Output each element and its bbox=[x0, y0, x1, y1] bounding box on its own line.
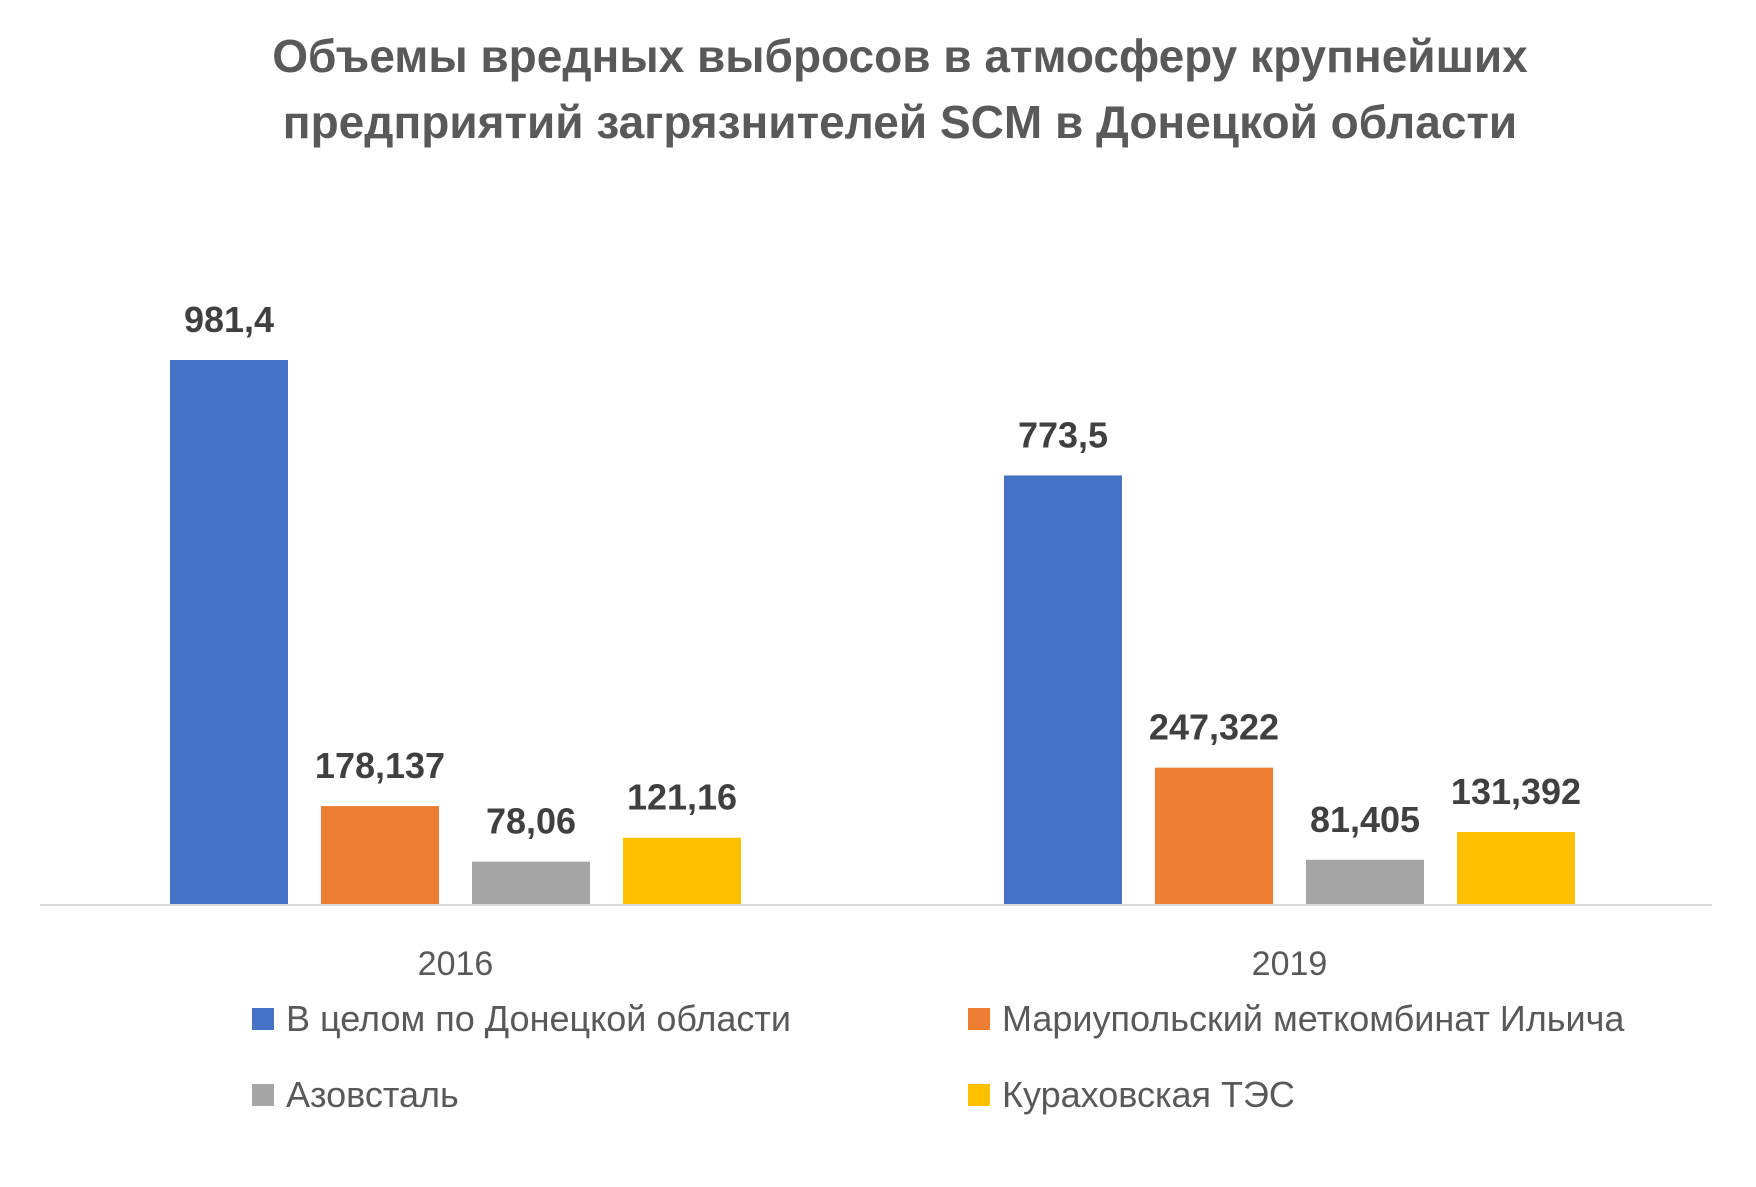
legend-label-3: Кураховская ТЭС bbox=[1002, 1074, 1295, 1115]
legend-swatch-3 bbox=[968, 1084, 990, 1106]
bars bbox=[170, 360, 1575, 905]
bar-2019-series-3 bbox=[1457, 832, 1575, 905]
bar-2019-series-0 bbox=[1004, 475, 1122, 905]
legend-swatch-0 bbox=[252, 1008, 274, 1030]
legend-swatch-2 bbox=[252, 1084, 274, 1106]
bar-2019-series-1 bbox=[1155, 767, 1273, 905]
category-label-2019: 2019 bbox=[1252, 945, 1328, 983]
data-label-2016-series-0: 981,4 bbox=[184, 299, 274, 340]
chart-title-line-2: предприятий загрязнителей SCM в Донецкой… bbox=[283, 96, 1517, 148]
bar-2016-series-2 bbox=[472, 861, 590, 905]
bar-2016-series-1 bbox=[321, 806, 439, 905]
data-label-2019-series-2: 81,405 bbox=[1310, 799, 1420, 840]
legend-label-1: Мариупольский меткомбинат Ильича bbox=[1002, 998, 1625, 1039]
chart-title: Объемы вредных выбросов в атмосферу круп… bbox=[272, 30, 1528, 148]
data-label-2016-series-2: 78,06 bbox=[486, 801, 576, 842]
data-label-2019-series-1: 247,322 bbox=[1149, 707, 1279, 748]
data-labels: 981,4 178,137 78,06 121,16 773,5 247,322 81,40… bbox=[184, 299, 1581, 842]
data-label-2019-series-0: 773,5 bbox=[1018, 414, 1108, 455]
data-label-2016-series-1: 178,137 bbox=[315, 745, 445, 786]
data-label-2019-series-3: 131,392 bbox=[1451, 771, 1581, 812]
category-label-2016: 2016 bbox=[418, 945, 494, 983]
legend-label-2: Азовсталь bbox=[286, 1074, 459, 1115]
bar-2016-series-3 bbox=[623, 837, 741, 905]
legend: В целом по Донецкой области Мариупольский… bbox=[252, 998, 1625, 1115]
data-label-2016-series-3: 121,16 bbox=[627, 777, 737, 818]
legend-swatch-1 bbox=[968, 1008, 990, 1030]
chart-title-line-1: Объемы вредных выбросов в атмосферу круп… bbox=[272, 30, 1528, 82]
legend-label-0: В целом по Донецкой области bbox=[286, 998, 791, 1039]
bar-2019-series-2 bbox=[1306, 859, 1424, 905]
category-labels: 2016 2019 bbox=[418, 945, 1328, 983]
bar-2016-series-0 bbox=[170, 360, 288, 905]
